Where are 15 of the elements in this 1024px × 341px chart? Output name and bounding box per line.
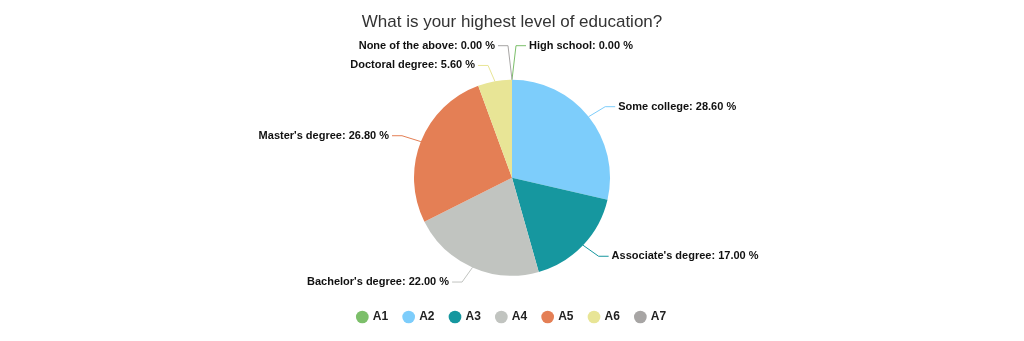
legend-label: A5 — [558, 309, 574, 324]
data-label: Associate's degree: 17.00 % — [611, 249, 759, 262]
data-label: Some college: 28.60 % — [618, 99, 737, 112]
legend-label: A2 — [419, 309, 435, 324]
legend-label: A4 — [511, 309, 528, 324]
legend-label: A6 — [604, 309, 621, 324]
text: None of the above: 0.00 % — [358, 38, 495, 51]
legend-label: A7 — [650, 309, 667, 324]
chart-title: What is your highest level of education? — [361, 11, 663, 31]
legend-label: A1 — [372, 309, 389, 324]
data-label: Doctoral degree: 5.60 % — [350, 58, 476, 71]
text: High school: 0.00 % — [529, 38, 633, 51]
data-label: Master's degree: 26.80 % — [258, 128, 390, 141]
data-label: Bachelor's degree: 22.00 % — [307, 275, 450, 288]
legend-label: A3 — [465, 309, 482, 324]
